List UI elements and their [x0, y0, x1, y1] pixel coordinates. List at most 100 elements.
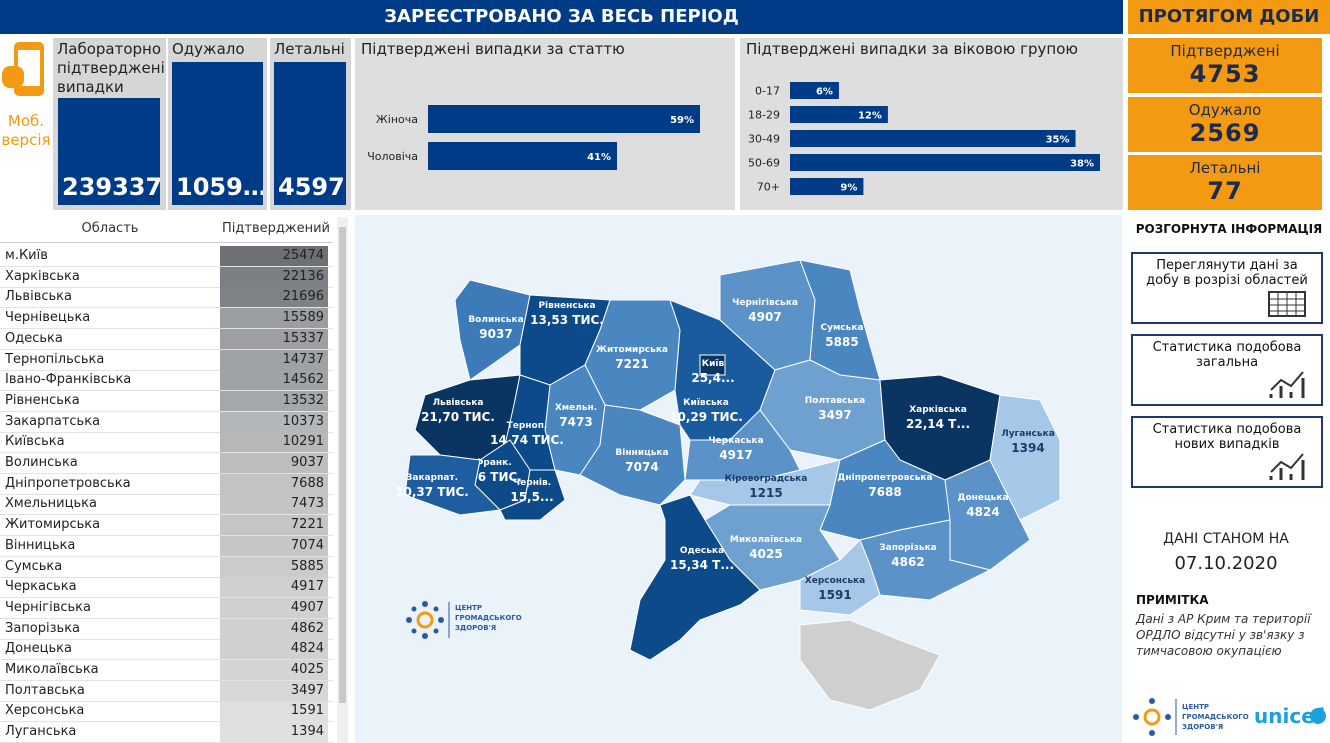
category-label: Чоловіча	[367, 150, 418, 163]
region-value: 7473	[559, 415, 592, 429]
region-value: 1394	[220, 722, 328, 743]
region-name: Хмельницька	[5, 496, 97, 512]
region-value: 5885	[220, 556, 328, 577]
region-name: Закарпатська	[5, 413, 101, 429]
category-label: 50-69	[748, 157, 780, 170]
region-value: 7688	[868, 485, 901, 499]
table-row: Київська 10291	[0, 432, 333, 454]
note-title: ПРИМІТКА	[1136, 593, 1209, 607]
region-value: 4907	[220, 597, 328, 618]
logo-text: ГРОМАДСЬКОГО	[1182, 713, 1249, 721]
chart-title: Підтверджені випадки за статтю	[361, 40, 625, 58]
button[interactable]: Переглянути дані за добу в розрізі облас…	[1131, 252, 1323, 324]
region-name: Донецька	[5, 641, 72, 657]
region-value: 4862	[891, 555, 924, 569]
logo-text: ЗДОРОВ'Я	[1182, 723, 1223, 731]
table-header: Підтверджений	[220, 215, 332, 243]
kpi-label: Лабораторно підтверджені випадки	[57, 40, 165, 96]
region-name: Вінницька	[5, 537, 76, 553]
region-value: 4824	[220, 639, 328, 660]
region-value: 1215	[749, 486, 782, 500]
region-name: м.Київ	[5, 248, 48, 263]
region-value: 21696	[220, 287, 328, 308]
daily-header: ПРОТЯГОМ ДОБИ	[1128, 0, 1330, 34]
kpi-value: 1059…	[172, 62, 263, 205]
category-label: 70+	[757, 181, 780, 194]
region-name: Чернів.	[513, 477, 551, 488]
daily-card: Летальні 77	[1128, 155, 1322, 210]
region-value: 4025	[749, 547, 782, 561]
region-value: 22,14 Т...	[906, 417, 970, 431]
value-label: 35%	[1046, 135, 1070, 146]
bar	[428, 142, 618, 170]
region-name: Дніпропетровська	[837, 472, 932, 483]
region	[629, 494, 761, 661]
region-value: 9037	[220, 453, 328, 473]
region	[799, 539, 881, 616]
region-value: 7688	[220, 473, 328, 494]
region-value: 15,5...	[510, 490, 553, 504]
value-label: 9%	[840, 183, 857, 194]
daily-card: Підтверджені 4753	[1128, 38, 1322, 93]
region-value: 15589	[220, 308, 328, 329]
region-name: Ів.-Франк.	[458, 458, 511, 468]
region	[404, 454, 502, 516]
note: Дані з АР Крим та території ОРДЛО відсут…	[1136, 612, 1311, 658]
region-name: Донецька	[957, 493, 1008, 503]
kpi-label: Летальні	[274, 40, 345, 58]
region-value: 13,53 ТИС.	[530, 313, 604, 327]
table-row: м.Київ 25474	[0, 246, 333, 267]
kpi-card: Одужало 1059…	[168, 38, 267, 210]
region	[499, 469, 566, 521]
kpi-card: Лабораторно підтверджені випадки 239337	[53, 38, 166, 210]
region-name: Чернівецька	[5, 310, 91, 326]
bar	[428, 105, 700, 133]
region-name: Запорізька	[879, 542, 937, 553]
chart-icon	[1269, 371, 1305, 398]
region-value: 14737	[220, 349, 328, 370]
daily-value: 4753	[1189, 60, 1261, 88]
button[interactable]: Статистика подобова загальна	[1131, 334, 1323, 406]
region-value: 21,70 ТИС.	[421, 410, 495, 424]
daily-card: Одужало 2569	[1128, 96, 1322, 152]
daily-label: Підтверджені	[1170, 42, 1280, 60]
date: 07.10.2020	[1174, 553, 1278, 574]
region-value: 15337	[220, 328, 328, 349]
region-value: 25474	[220, 246, 328, 266]
region-value: 1591	[818, 588, 851, 602]
table-row: Львівська 21696	[0, 287, 333, 309]
region-name: Житомирська	[596, 345, 668, 355]
region-name: Харківська	[909, 404, 967, 415]
button[interactable]: Статистика подобова нових випадків	[1131, 416, 1323, 488]
region-name: Миколаївська	[730, 535, 802, 545]
region-name: Миколаївська	[5, 662, 99, 677]
region-value: 14562	[220, 370, 328, 391]
table-row: Миколаївська 4025	[0, 660, 333, 681]
table-row: Волинська 9037	[0, 453, 333, 474]
region-value: 5885	[825, 335, 858, 349]
region-value: 7473	[220, 494, 328, 515]
date-label: ДАНІ СТАНОМ НА	[1163, 531, 1289, 547]
table-header: Область	[0, 215, 220, 243]
value-label: 59%	[670, 115, 694, 126]
region-name: Волинська	[5, 455, 78, 470]
region-name: Львівська	[433, 397, 484, 408]
region-value: 15,34 Т...	[670, 558, 734, 572]
table: Область Підтверджений м.Київ 25474 Харківс…	[0, 215, 350, 743]
scrollbar[interactable]	[337, 217, 348, 743]
table-row: Дніпропетровська 7688	[0, 473, 333, 495]
table-row: Харківська 22136	[0, 266, 333, 288]
kpi-value: 4597	[274, 62, 346, 205]
daily-label: Летальні	[1189, 159, 1261, 177]
region-value: 7074	[220, 535, 328, 556]
region-name: Херсонська	[805, 576, 865, 586]
region-value: 10,29 ТИС.	[669, 410, 743, 424]
region-value: 1394	[1011, 441, 1044, 455]
mobile-link[interactable]: Моб. версія	[0, 38, 52, 210]
region	[699, 354, 726, 376]
bar	[790, 82, 839, 99]
region-name: Харківська	[5, 268, 80, 284]
value-label: 41%	[587, 152, 611, 163]
table-row: Сумська 5885	[0, 556, 333, 578]
